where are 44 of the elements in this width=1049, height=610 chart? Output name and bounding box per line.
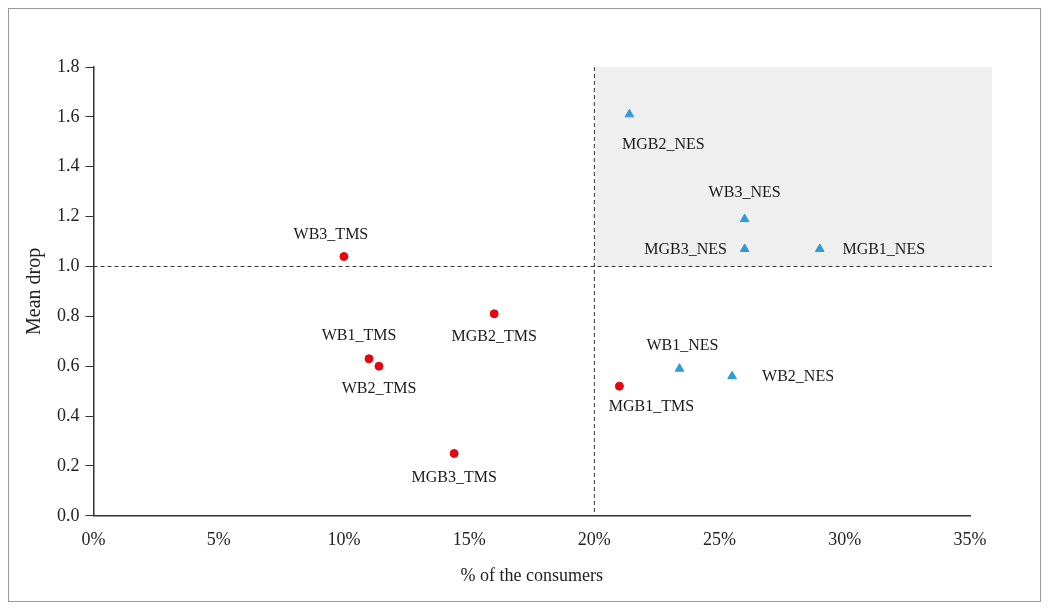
y-tick-label: 0.2 (57, 454, 80, 475)
y-tick-label: 0.8 (57, 305, 80, 326)
point (624, 108, 635, 118)
data-label: MGB1_NES (842, 240, 926, 258)
point (739, 243, 750, 253)
data-label: WB1_NES (646, 335, 719, 353)
data-label: MGB1_TMS (608, 397, 695, 415)
data-label: MGB3_TMS (411, 467, 497, 485)
x-tick-label: 25% (703, 529, 737, 550)
data-label: MGB2_TMS (451, 327, 537, 345)
x-axis-title: % of the consumers (460, 564, 603, 585)
point (339, 251, 349, 261)
x-tick-label: 0% (81, 529, 106, 550)
y-tick-label: 1.8 (57, 55, 80, 76)
point (727, 370, 737, 380)
x-tick-label: 5% (206, 529, 231, 550)
data-label: WB2_NES (762, 367, 835, 385)
y-tick-label: 1.0 (57, 255, 80, 276)
y-tick-label: 0.0 (57, 504, 80, 525)
point (674, 363, 685, 372)
x-tick-label: 30% (828, 529, 862, 550)
y-tick-label: 0.6 (57, 354, 80, 375)
point (449, 448, 459, 458)
y-tick-label: 1.2 (57, 205, 80, 226)
data-label: MGB3_NES (644, 240, 727, 258)
y-tick-label: 1.6 (57, 105, 80, 126)
point (374, 361, 384, 371)
point (814, 243, 825, 253)
data-label: WB3_TMS (293, 224, 369, 242)
x-tick-label: 35% (953, 529, 987, 550)
y-axis-title: Mean drop (22, 247, 46, 335)
x-tick-label: 15% (452, 529, 486, 550)
point (614, 381, 624, 391)
point (489, 309, 499, 319)
point (364, 354, 374, 364)
y-tick-label: 1.4 (57, 155, 80, 176)
point (739, 213, 750, 223)
y-tick-label: 0.4 (57, 404, 80, 425)
data-label: WB2_TMS (341, 379, 417, 397)
data-label: MGB2_NES (622, 134, 705, 152)
x-tick-label: 20% (577, 529, 611, 550)
x-tick-label: 10% (327, 529, 361, 550)
data-label: WB1_TMS (321, 325, 397, 343)
data-label: WB3_NES (708, 183, 781, 201)
